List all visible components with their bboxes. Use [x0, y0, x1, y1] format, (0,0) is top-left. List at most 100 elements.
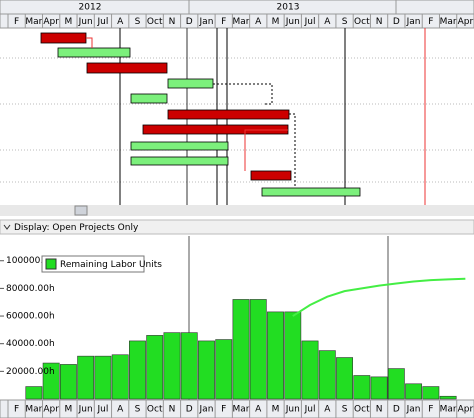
month-label: Apr [458, 17, 474, 27]
bar [232, 299, 250, 400]
x-tick-label: F [14, 405, 19, 415]
gantt [0, 28, 474, 205]
gantt-bar[interactable] [167, 78, 214, 89]
x-tick-label: Jul [304, 405, 316, 415]
x-tick-label: Jan [406, 405, 421, 415]
gantt-bar[interactable] [130, 141, 229, 151]
year-label: 2012 [79, 3, 102, 13]
month-label: A [324, 17, 331, 27]
gantt-bar[interactable] [86, 62, 168, 74]
x-tick-label: Apr [458, 405, 474, 415]
y-tick-label: 20000.00h [6, 367, 55, 377]
bar [180, 332, 198, 400]
relationship [86, 37, 93, 48]
x-tick-label: D [393, 405, 400, 415]
bar [422, 386, 440, 400]
y-tick-label: 60000.00h [6, 312, 55, 322]
x-tick-label: Jun [285, 405, 300, 415]
month-label: F [14, 17, 19, 27]
month-label: S [135, 17, 141, 27]
month-label: A [255, 17, 262, 27]
x-tick-label: Oct [147, 405, 163, 415]
bar [249, 299, 267, 400]
display-bar [0, 219, 474, 235]
scrollbar[interactable] [0, 205, 474, 216]
gantt-bar[interactable] [130, 156, 229, 166]
month-label: Jan [406, 17, 421, 27]
bar [284, 311, 302, 400]
gantt-bar[interactable] [57, 47, 131, 58]
month-label: Jul [304, 17, 316, 27]
month-label: S [342, 17, 348, 27]
bar [353, 375, 371, 400]
x-tick-label: A [255, 405, 262, 415]
y-tick-label: 40000.00h [6, 339, 55, 349]
bar [336, 357, 353, 400]
x-tick-label: M [272, 405, 280, 415]
month-label: Jan [199, 17, 214, 27]
gantt-bar[interactable] [167, 109, 290, 120]
month-label: M [65, 17, 73, 27]
gantt-bar[interactable] [40, 32, 87, 44]
year-label: 2013 [277, 3, 300, 13]
scroll-thumb[interactable] [74, 205, 88, 216]
dropdown-arrow[interactable] [3, 224, 11, 230]
month-label: F [221, 17, 226, 27]
bar [405, 383, 423, 400]
month-label: Jul [96, 17, 108, 27]
y-tick-label: 80000.00h [6, 284, 55, 294]
bar [387, 368, 405, 400]
relationship [289, 113, 296, 188]
relationship [244, 129, 288, 171]
month-label: N [376, 17, 383, 27]
legend-label: Remaining Labor Units [60, 260, 162, 270]
bar [111, 354, 129, 400]
x-tick-label: D [186, 405, 193, 415]
bar [318, 350, 336, 400]
bar [267, 311, 284, 400]
month-label: Jun [285, 17, 300, 27]
month-label: N [169, 17, 176, 27]
x-tick-label: Mar [440, 405, 457, 415]
x-tick-label: Mar [233, 405, 250, 415]
legend-box [41, 255, 145, 273]
month-label: M [272, 17, 280, 27]
x-tick-label: S [342, 405, 348, 415]
month-label: Jun [78, 17, 93, 27]
bar [77, 355, 95, 400]
bar [215, 339, 233, 400]
month-label: Mar [233, 17, 250, 27]
month-label: Mar [25, 17, 42, 27]
bar [59, 364, 77, 400]
bar [370, 376, 388, 400]
x-tick-label: A [324, 405, 331, 415]
month-label: Oct [147, 17, 163, 27]
month-label: Mar [440, 17, 457, 27]
bar [198, 340, 215, 400]
gantt-bar[interactable] [130, 93, 168, 104]
x-tick-label: M [65, 405, 73, 415]
x-tick-label: Oct [354, 405, 370, 415]
legend-swatch [45, 258, 57, 270]
bar [301, 340, 319, 400]
cumulative-line [292, 277, 466, 317]
bar [129, 340, 146, 400]
x-tick-label: F [221, 405, 226, 415]
bar [42, 362, 60, 400]
x-tick-label: N [169, 405, 176, 415]
month-label: Apr [43, 17, 59, 27]
bar [94, 355, 112, 400]
month-label: D [186, 17, 193, 27]
x-tick-label: A [117, 405, 124, 415]
month-label: A [117, 17, 124, 27]
month-label: F [428, 17, 433, 27]
bar [25, 386, 43, 400]
display-label[interactable]: Display: Open Projects Only [14, 223, 139, 233]
gantt-bar[interactable] [261, 187, 361, 197]
bar [163, 332, 181, 400]
x-tick-label: Apr [43, 405, 59, 415]
gantt-bar[interactable] [250, 170, 292, 181]
x-axis [0, 399, 474, 418]
bar [439, 395, 457, 400]
